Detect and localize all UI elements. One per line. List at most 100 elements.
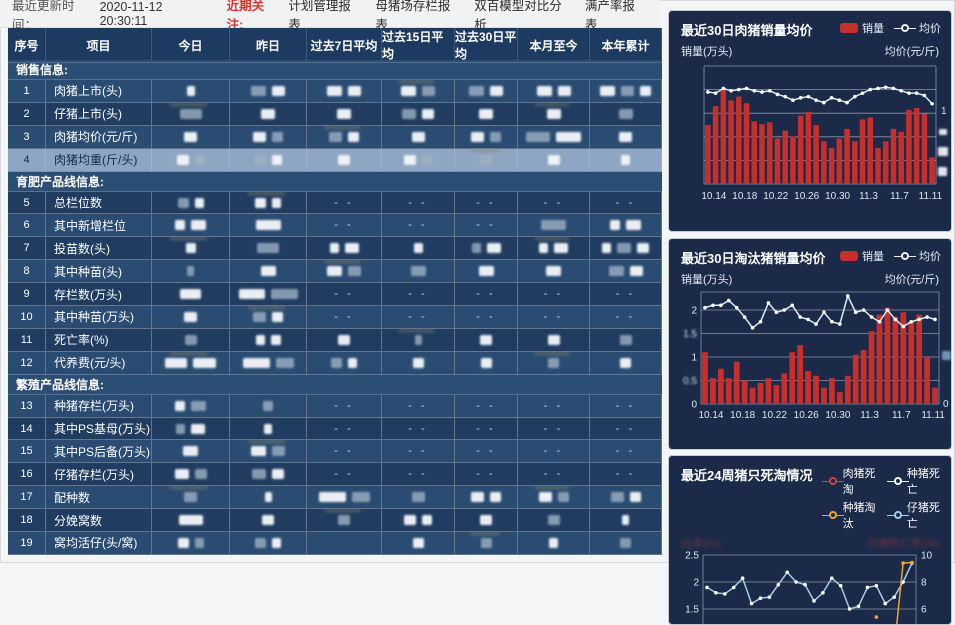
redaction-blob (608, 266, 624, 277)
data-cell-redacted (152, 509, 230, 533)
data-cell-redacted (307, 148, 382, 172)
table-row[interactable]: 13 种猪存栏(万头) - - - - - - - - - - (8, 394, 662, 418)
table-row[interactable]: 2 仔猪上市(头) (8, 102, 662, 126)
data-cell-redacted: - - (590, 417, 662, 441)
redaction-blob (260, 266, 276, 277)
table-row[interactable]: 14 其中PS基母(万头) - - - - - - - - - - (8, 417, 662, 441)
table-row[interactable]: 19 窝均活仔(头/窝) (8, 532, 662, 555)
row-item-label: 肉猪均重(斤/头) (46, 148, 152, 172)
chart3-legend: 肉猪死淘 种猪死亡 种猪淘汰 仔猪死亡 (812, 465, 941, 531)
redaction-blob (480, 334, 492, 345)
data-cell-redacted (230, 191, 307, 215)
table-row[interactable]: 15 其中PS后备(万头) - - - - - - - - - - (8, 440, 662, 464)
data-cell-redacted (152, 351, 230, 375)
no-data-dashes: - - (543, 196, 564, 209)
row-number: 2 (8, 102, 46, 126)
data-cell-redacted (230, 102, 307, 126)
redaction-blob (469, 85, 484, 96)
table-row[interactable]: 17 配种数 (8, 486, 662, 510)
redaction-blob (165, 357, 187, 368)
data-cell-redacted: - - (455, 283, 518, 307)
chart1-title: 最近30日肉猪销量均价 (681, 23, 813, 38)
table-row[interactable]: 10 其中种苗(万头) - - - - - - - - - - (8, 306, 662, 329)
row-item-label: 仔猪上市(头) (46, 102, 152, 126)
row-number: 16 (8, 463, 46, 487)
redaction-smudge (248, 306, 285, 310)
redaction-blob (191, 400, 206, 411)
redaction-blob (471, 243, 481, 254)
redaction-blob (478, 266, 494, 277)
table-row[interactable]: 6 其中新增栏位 - - - - - - (8, 214, 662, 238)
redaction-blob (242, 357, 270, 368)
table-row[interactable]: 11 死亡率(%) (8, 328, 662, 352)
legend-item[interactable]: 种猪死亡 (886, 465, 941, 497)
table-row[interactable]: 16 仔猪存栏(万头) - - - - - - - - - - (8, 463, 662, 487)
table-row[interactable]: 3 肉猪均价(元/斤) (8, 125, 662, 149)
row-item-label: 其中PS基母(万头) (46, 417, 152, 441)
redaction-blob (175, 220, 185, 231)
table-row[interactable]: 4 肉猪均重(斤/头) (8, 148, 662, 172)
data-cell-redacted (230, 283, 307, 307)
svg-text:2.5: 2.5 (685, 551, 699, 562)
redaction-blob (620, 537, 631, 548)
data-cell-redacted (152, 80, 230, 103)
data-cell-redacted (382, 148, 455, 172)
table-row[interactable]: 7 投苗数(头) (8, 237, 662, 261)
redaction-blob (348, 266, 361, 277)
section-header-row: 销售信息: (8, 60, 662, 80)
row-item-label: 种猪存栏(万头) (46, 394, 152, 418)
redaction-smudge (248, 440, 285, 444)
redaction-blob (327, 85, 342, 96)
row-number: 13 (8, 394, 46, 418)
table-row[interactable]: 12 代养费(元/头) (8, 351, 662, 375)
data-cell-redacted (455, 351, 518, 375)
redaction-blob (270, 334, 281, 345)
redaction-blob (490, 131, 501, 142)
data-cell-redacted (455, 486, 518, 510)
data-cell-redacted (152, 125, 230, 149)
data-cell-redacted (152, 260, 230, 284)
table-row[interactable]: 18 分娩窝数 (8, 509, 662, 533)
no-data-dashes: - - (408, 288, 428, 301)
data-cell-redacted (455, 148, 518, 172)
no-data-dashes: - - (334, 468, 354, 481)
redaction-smudge (324, 125, 361, 129)
legend-item[interactable]: 肉猪死淘 (822, 465, 876, 497)
chart1-y-left-label: 销量(万头) (681, 46, 733, 58)
legend-item[interactable]: 仔猪死亡 (886, 499, 941, 531)
redaction-blob (546, 108, 561, 119)
redaction-blob (344, 243, 359, 254)
data-cell-redacted (152, 191, 230, 215)
table-row[interactable]: 1 肉猪上市(头) (8, 80, 662, 103)
redaction-blob (348, 131, 359, 142)
redaction-blob (262, 515, 274, 526)
data-cell-redacted (152, 214, 230, 238)
row-item-label: 投苗数(头) (46, 237, 152, 261)
chart3-y-left-label: 比率(%) (681, 538, 721, 550)
data-cell-redacted: - - (518, 440, 590, 464)
redaction-blob (338, 334, 350, 345)
data-cell-redacted: - - (307, 463, 382, 487)
redaction-blob (194, 537, 204, 548)
svg-text:10.26: 10.26 (794, 191, 819, 202)
legend-item[interactable]: 种猪淘汰 (822, 499, 876, 531)
section-header-row: 繁殖产品线信息: (8, 374, 662, 395)
data-cell-redacted (152, 417, 230, 441)
table-row[interactable]: 9 存栏数(万头) - - - - - - - - - - (8, 283, 662, 307)
row-number: 3 (8, 125, 46, 149)
data-cell-redacted: - - (455, 191, 518, 215)
data-cell-redacted (307, 351, 382, 375)
data-cell-redacted (152, 283, 230, 307)
redaction-blob (471, 492, 484, 503)
data-cell-redacted (518, 102, 590, 126)
data-cell-redacted (152, 148, 230, 172)
redaction-blob (329, 243, 339, 254)
redaction-smudge (170, 486, 208, 490)
table-row[interactable]: 8 其中种苗(头) (8, 260, 662, 284)
data-cell-redacted (152, 394, 230, 418)
row-number: 8 (8, 260, 46, 284)
data-cell-redacted (307, 125, 382, 149)
data-cell-redacted (590, 102, 662, 126)
table-row[interactable]: 5 总栏位数 - - - - - - - - - - (8, 191, 662, 215)
